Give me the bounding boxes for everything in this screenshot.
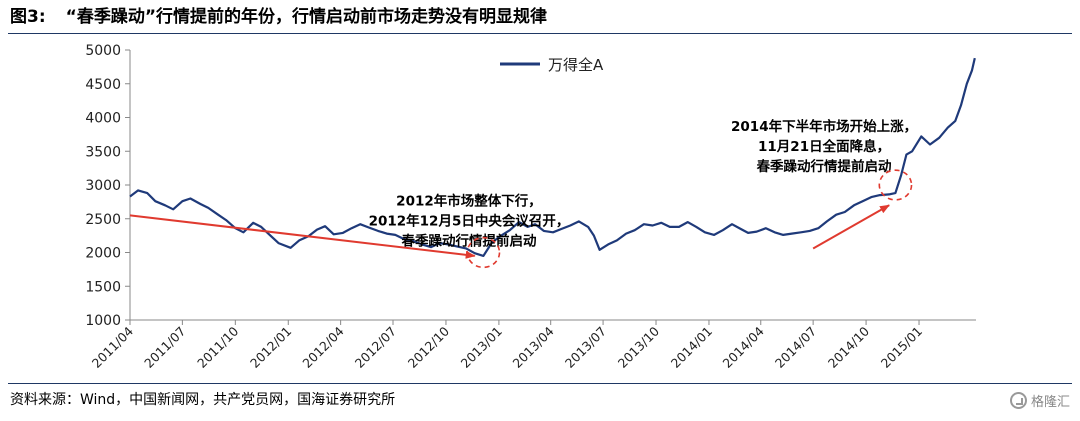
- annotation-text: 2012年市场整体下行，: [396, 192, 542, 209]
- x-tick-label: 2014/01: [668, 324, 715, 371]
- y-tick-label: 4500: [85, 77, 121, 93]
- x-tick-label: 2011/07: [141, 324, 188, 371]
- x-tick-label: 2014/04: [720, 323, 767, 370]
- x-tick-label: 2012/04: [299, 323, 346, 370]
- annotation-text: 11月21日全面降息，: [758, 138, 890, 155]
- y-tick-label: 1000: [85, 313, 121, 329]
- x-tick-label: 2011/04: [89, 323, 136, 370]
- annotation-highlight-circle: [466, 236, 501, 269]
- x-tick-label: 2012/10: [405, 323, 452, 370]
- annotation-text: 2014年下半年市场开始上涨，: [731, 118, 917, 135]
- line-chart: 1000 1500 2000 2500 3000 3500 4000 4500 5000 201…: [85, 43, 976, 371]
- x-tick-label: 2011/10: [194, 323, 241, 370]
- y-tick-label: 2000: [85, 246, 121, 262]
- figure-caption: “春季躁动”行情提前的年份，行情启动前市场走势没有明显规律: [65, 7, 547, 27]
- annotation-text: 2012年12月5日中央会议召开，: [369, 212, 570, 229]
- watermark-text: 格隆汇: [1030, 395, 1070, 410]
- x-tick-label: 2015/01: [878, 324, 925, 371]
- x-tick-label: 2013/07: [562, 324, 609, 371]
- title-divider: [8, 33, 1072, 34]
- x-tick-label: 2012/07: [352, 324, 399, 371]
- x-tick-label: 2013/04: [509, 323, 556, 370]
- y-tick-label: 3000: [85, 178, 121, 194]
- series-group: [129, 57, 976, 257]
- annotation-text: 春季躁动行情提前启动: [756, 158, 892, 175]
- x-tick-label: 2013/10: [615, 323, 662, 370]
- watermark-logo-icon: [1009, 392, 1027, 409]
- source-divider: [8, 383, 1072, 384]
- annotation-arrow: [129, 214, 476, 259]
- y-axis-ticks: 1000 1500 2000 2500 3000 3500 4000 4500 5000: [85, 43, 130, 329]
- x-tick-label: 2014/10: [825, 323, 872, 370]
- annotation-text: 春季躁动行情提前启动: [400, 232, 536, 249]
- x-tick-label: 2012/01: [247, 324, 294, 371]
- figure-title: 图3: “春季躁动”行情提前的年份，行情启动前市场走势没有明显规律: [10, 4, 1070, 30]
- y-tick-label: 3500: [85, 144, 121, 160]
- annotations-group: 2012年市场整体下行， 2012年12月5日中央会议召开， 春季躁动行情提前启动 2…: [129, 118, 917, 269]
- y-tick-label: 4000: [85, 111, 121, 127]
- figure-number: 图3:: [10, 7, 46, 27]
- chart-axes: [129, 50, 976, 321]
- series-line: [129, 57, 976, 257]
- x-axis-ticks: 2011/04 2011/07 2011/10 2012/01 2012/04 2012/…: [89, 320, 925, 371]
- legend-label: 万得全A: [548, 56, 604, 74]
- chart-legend: 万得全A: [500, 56, 604, 74]
- annotation-highlight-circle: [878, 169, 913, 201]
- y-tick-label: 2500: [85, 212, 121, 228]
- watermark: 格隆汇: [1009, 391, 1070, 410]
- x-tick-label: 2013/01: [458, 324, 505, 371]
- annotation-arrow: [812, 204, 890, 250]
- y-tick-label: 5000: [85, 43, 121, 59]
- x-tick-label: 2014/07: [772, 324, 819, 371]
- y-tick-label: 1500: [85, 279, 121, 295]
- source-note: 资料来源：Wind，中国新闻网，共产党员网，国海证券研究所: [10, 392, 396, 408]
